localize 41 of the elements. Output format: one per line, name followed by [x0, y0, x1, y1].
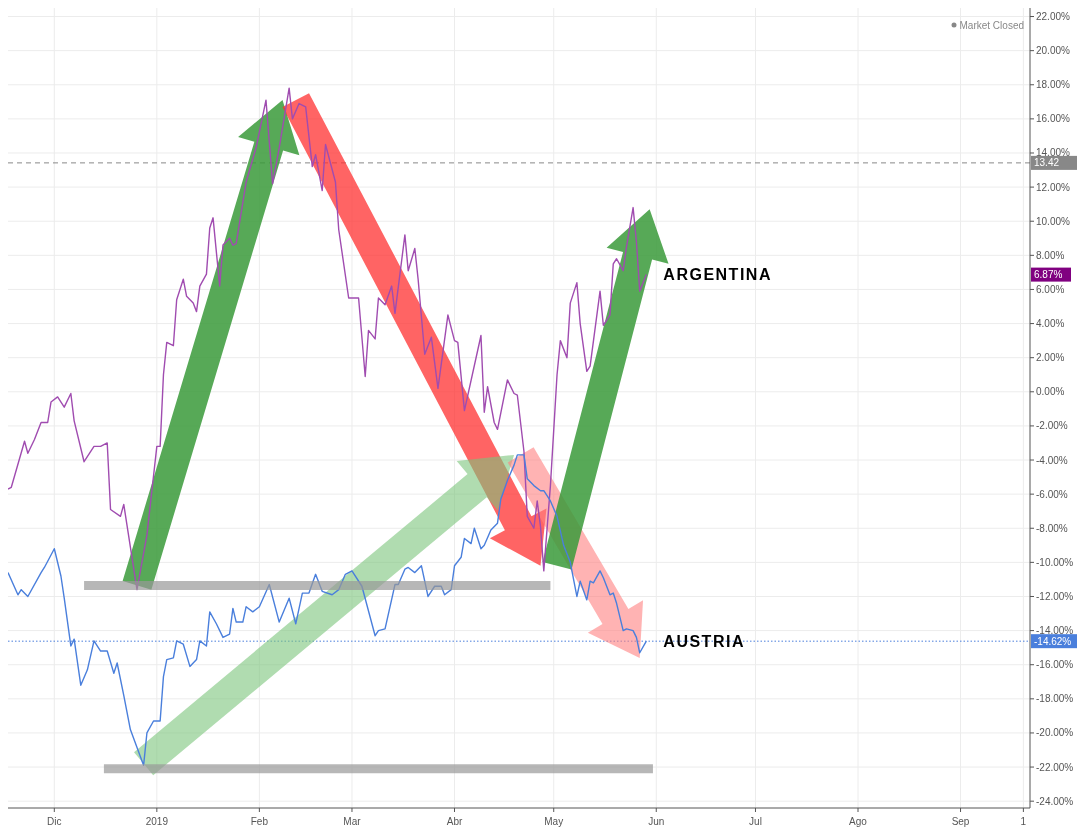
y-tick-label: 14.00%: [1036, 147, 1071, 159]
y-tick-label: 16.00%: [1036, 113, 1071, 125]
y-tick-label: 10.00%: [1036, 215, 1071, 227]
x-tick-label: May: [544, 816, 564, 827]
annotation: Market Closed: [959, 19, 1024, 31]
x-tick-label: Ago: [849, 816, 868, 827]
x-tick-label: Abr: [446, 816, 463, 827]
y-tick-label: -14.00%: [1036, 625, 1074, 637]
y-tick-label: -24.00%: [1036, 795, 1074, 807]
y-tick-label: 12.00%: [1036, 181, 1071, 193]
series-label: AUSTRIA: [663, 632, 745, 650]
y-tick-label: -20.00%: [1036, 727, 1074, 739]
x-tick-label: Jul: [749, 816, 762, 827]
y-tick-label: 22.00%: [1036, 11, 1071, 23]
x-tick-label: Feb: [250, 816, 269, 827]
x-tick-label: Sep: [951, 816, 970, 827]
x-tick-label: Dic: [47, 816, 62, 827]
y-tick-label: 20.00%: [1036, 45, 1071, 57]
y-tick-label: 6.00%: [1036, 283, 1065, 295]
y-tick-label: -4.00%: [1036, 454, 1068, 466]
text: 6.87%: [1034, 269, 1063, 281]
y-tick-label: -8.00%: [1036, 522, 1068, 534]
x-tick-label: Jun: [648, 816, 665, 827]
x-tick-label: Mar: [343, 816, 362, 827]
y-tick-label: 2.00%: [1036, 352, 1065, 364]
series-label: ARGENTINA: [663, 266, 772, 284]
y-tick-label: -2.00%: [1036, 420, 1068, 432]
y-tick-label: 4.00%: [1036, 318, 1065, 330]
y-tick-label: 18.00%: [1036, 79, 1071, 91]
y-tick-label: 0.00%: [1036, 386, 1065, 398]
y-tick-label: -10.00%: [1036, 556, 1074, 568]
y-tick-label: -6.00%: [1036, 488, 1068, 500]
y-tick-label: -12.00%: [1036, 590, 1074, 602]
x-tick-label: 2019: [145, 816, 169, 827]
y-tick-label: -18.00%: [1036, 693, 1074, 705]
y-tick-label: -16.00%: [1036, 659, 1074, 671]
y-tick-label: 8.00%: [1036, 249, 1065, 261]
ref-line-label: -14.62%: [1034, 635, 1072, 647]
x-tick-label: 1: [1020, 816, 1027, 827]
y-tick-label: -22.00%: [1036, 761, 1074, 773]
ref-line-label: 13.42: [1034, 157, 1060, 169]
